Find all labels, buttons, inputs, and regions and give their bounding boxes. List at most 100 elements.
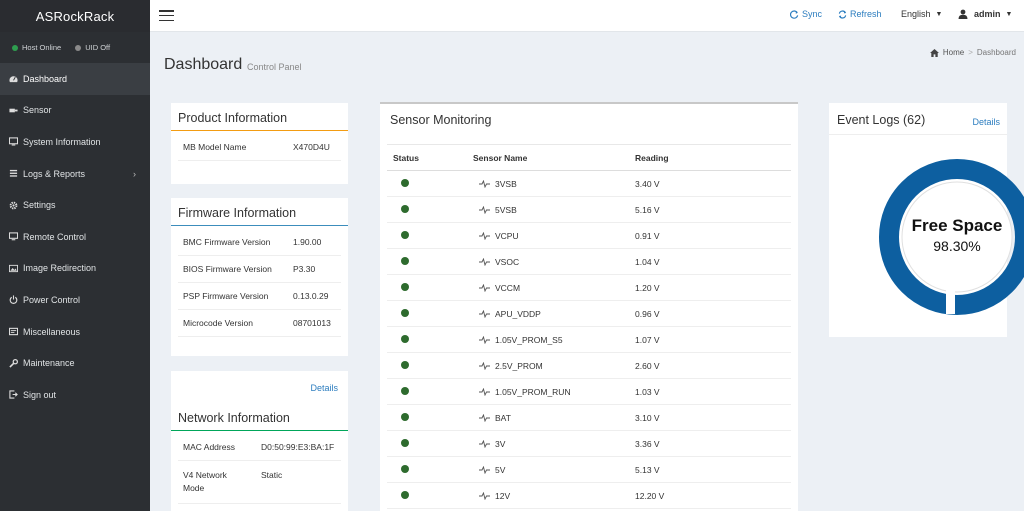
status-cell (387, 456, 467, 483)
firmware-info-panel: Firmware Information BMC Firmware Versio… (171, 198, 348, 356)
status-ok-icon (401, 230, 409, 239)
table-row[interactable]: 5V 5.13 V (387, 456, 791, 483)
sidebar-item-maintenance[interactable]: Maintenance (0, 347, 150, 379)
logs-icon (8, 169, 18, 179)
sensor-table: Status Sensor Name Reading 3VSB 3.40 V 5VS… (387, 144, 791, 509)
user-icon (958, 9, 968, 19)
breadcrumb-home-link[interactable]: Home (942, 48, 965, 57)
table-row[interactable]: 1.05V_PROM_S5 1.07 V (387, 326, 791, 353)
pulse-icon (479, 413, 490, 423)
sensor-reading: 1.03 V (629, 378, 791, 405)
gear-icon (8, 200, 18, 210)
info-row: MAC Address D0:50:99:E3:BA:1F (178, 434, 341, 461)
table-row[interactable]: 2.5V_PROM 2.60 V (387, 352, 791, 379)
table-row[interactable]: VSOC 1.04 V (387, 248, 791, 275)
status-ok-icon (401, 464, 409, 473)
sidebar-item-label: Sign out (23, 389, 57, 400)
sensor-table-header: Status Sensor Name Reading (387, 144, 791, 171)
image-icon (8, 263, 18, 273)
sensor-name-cell: VSOC (467, 248, 629, 275)
pulse-icon (479, 257, 490, 267)
sidebar-item-system-information[interactable]: System Information (0, 126, 150, 158)
status-ok-icon (401, 334, 409, 343)
sidebar-item-miscellaneous[interactable]: Miscellaneous (0, 316, 150, 348)
power-icon (8, 295, 18, 305)
table-row[interactable]: BAT 3.10 V (387, 404, 791, 431)
status-cell (387, 170, 467, 197)
pulse-icon (479, 283, 490, 293)
network-details-link[interactable]: Details (310, 383, 338, 393)
status-cell (387, 482, 467, 509)
sensor-name-cell: 3V (467, 430, 629, 457)
sensor-name: VCPU (495, 230, 519, 241)
sidebar-item-sign-out[interactable]: Sign out (0, 379, 150, 411)
info-row: BMC Firmware Version 1.90.00 (178, 229, 341, 256)
table-row[interactable]: 5VSB 5.16 V (387, 196, 791, 223)
table-row[interactable]: APU_VDDP 0.96 V (387, 300, 791, 327)
info-value: 1.90.00 (293, 237, 322, 247)
sensor-reading: 5.13 V (629, 456, 791, 483)
status-ok-icon (401, 308, 409, 317)
table-row[interactable]: 1.05V_PROM_RUN 1.03 V (387, 378, 791, 405)
info-value: P3.30 (293, 264, 316, 274)
pulse-icon (479, 231, 490, 241)
sidebar-item-sensor[interactable]: Sensor (0, 95, 150, 127)
sidebar-item-dashboard[interactable]: Dashboard (0, 63, 150, 95)
pulse-icon (479, 465, 490, 475)
table-row[interactable]: 3VSB 3.40 V (387, 170, 791, 197)
event-logs-details-link[interactable]: Details (972, 117, 1000, 127)
table-row[interactable]: 12V 12.20 V (387, 482, 791, 509)
refresh-button[interactable]: Refresh (838, 9, 882, 19)
status-cell (387, 404, 467, 431)
sidebar-item-image-redirection[interactable]: Image Redirection (0, 253, 150, 285)
top-header: Sync Refresh English ▼ admin ▼ (150, 0, 1024, 32)
status-bar: Host Online UID Off (0, 32, 150, 63)
info-label: MAC Address (183, 442, 235, 452)
network-info-list: MAC Address D0:50:99:E3:BA:1F V4 Network… (171, 434, 348, 504)
user-menu[interactable]: admin ▼ (958, 9, 1012, 19)
sensor-name: 1.05V_PROM_S5 (495, 334, 563, 345)
sensor-reading: 3.40 V (629, 170, 791, 197)
status-cell (387, 274, 467, 301)
status-cell (387, 352, 467, 379)
network-info-panel: Details Network Information MAC Address … (171, 371, 348, 511)
caret-down-icon: ▼ (935, 10, 943, 18)
sensor-name-cell: 3VSB (467, 170, 629, 197)
table-row[interactable]: 3V 3.36 V (387, 430, 791, 457)
sensor-name: BAT (495, 412, 511, 423)
network-info-title: Network Information (171, 403, 348, 431)
breadcrumb-separator: > (968, 48, 973, 57)
info-row: MB Model Name X470D4U (178, 134, 341, 161)
sync-button[interactable]: Sync (790, 9, 822, 19)
pulse-icon (479, 309, 490, 319)
pulse-icon (479, 387, 490, 397)
table-row[interactable]: VCCM 1.20 V (387, 274, 791, 301)
product-info-title: Product Information (171, 103, 348, 131)
status-cell (387, 196, 467, 223)
sidebar-item-settings[interactable]: Settings (0, 189, 150, 221)
info-label: BMC Firmware Version (183, 237, 271, 247)
sensor-name-cell: 12V (467, 482, 629, 509)
status-ok-icon (401, 204, 409, 213)
menu-toggle-icon[interactable] (159, 10, 174, 21)
pulse-icon (479, 179, 490, 189)
language-label: English (901, 9, 931, 19)
language-dropdown[interactable]: English ▼ (901, 9, 942, 19)
table-row[interactable]: VCPU 0.91 V (387, 222, 791, 249)
sensor-name-cell: APU_VDDP (467, 300, 629, 327)
info-row: BIOS Firmware Version P3.30 (178, 256, 341, 283)
pulse-icon (479, 335, 490, 345)
sidebar-item-power-control[interactable]: Power Control (0, 284, 150, 316)
sync-icon (790, 9, 799, 19)
info-label: V4 Network Mode (183, 470, 227, 493)
sidebar-item-label: Miscellaneous (23, 326, 81, 337)
sensor-reading: 0.96 V (629, 300, 791, 327)
user-label: admin (974, 9, 1001, 19)
sidebar-item-logs-reports[interactable]: Logs & Reports › (0, 158, 150, 190)
sensor-name: 3V (495, 438, 506, 449)
gauge-label: Free Space (912, 216, 1003, 235)
sensor-reading: 2.60 V (629, 352, 791, 379)
column-header-sensor-name: Sensor Name (467, 144, 629, 171)
host-status-label: Host Online (22, 43, 62, 52)
sidebar-item-remote-control[interactable]: Remote Control (0, 221, 150, 253)
